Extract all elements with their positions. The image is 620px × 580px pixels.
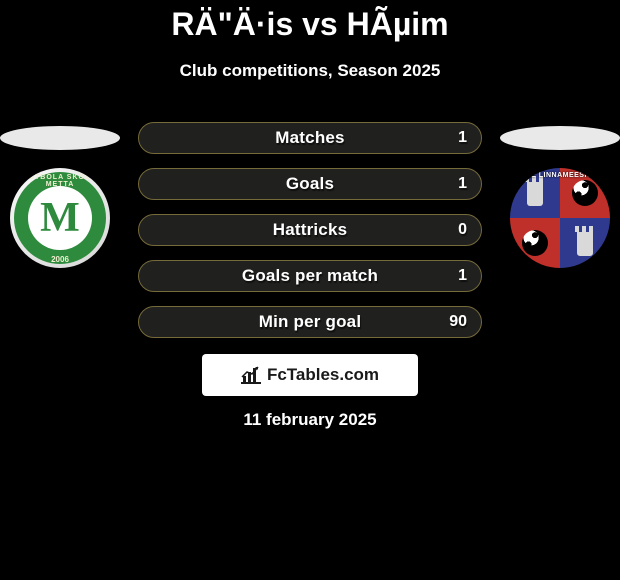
stat-value-left (139, 215, 167, 245)
team-left-block: FUTBOLA SKOLA METTA M 2006 (0, 126, 120, 268)
tower-icon (575, 230, 595, 256)
stat-label: Matches (275, 128, 344, 148)
ellipse-left (0, 126, 120, 150)
stat-label: Goals per match (242, 266, 378, 286)
date-text: 11 february 2025 (0, 410, 620, 430)
stat-value-right: 0 (444, 215, 481, 245)
stat-row: Goals per match 1 (138, 260, 482, 292)
crest-right-q3 (510, 218, 560, 268)
subtitle: Club competitions, Season 2025 (0, 61, 620, 81)
brand-box[interactable]: FcTables.com (202, 354, 418, 396)
brand-text: FcTables.com (267, 365, 379, 385)
team-right-crest: PAIDE LINNAMEESKOND (510, 168, 610, 268)
stat-row: Matches 1 (138, 122, 482, 154)
crest-left-year: 2006 (10, 255, 110, 264)
stat-row: Hattricks 0 (138, 214, 482, 246)
crest-left-inner: M (28, 186, 92, 250)
bar-chart-icon (241, 366, 261, 384)
stat-value-right: 1 (444, 261, 481, 291)
stat-row: Goals 1 (138, 168, 482, 200)
stat-value-left (139, 307, 167, 337)
crest-right-q4 (560, 218, 610, 268)
team-right-block: PAIDE LINNAMEESKOND (500, 126, 620, 268)
ellipse-right (500, 126, 620, 150)
stat-label: Min per goal (259, 312, 362, 332)
tower-icon (525, 180, 545, 206)
crest-left-letter: M (40, 194, 80, 242)
stats-table: Matches 1 Goals 1 Hattricks 0 Goals per match 1… (138, 122, 482, 338)
ball-icon (572, 180, 598, 206)
stat-value-right: 1 (444, 123, 481, 153)
stat-value-left (139, 169, 167, 199)
page-title: RÄ"Ä·is vs HÃµim (0, 0, 620, 43)
team-left-crest: FUTBOLA SKOLA METTA M 2006 (10, 168, 110, 268)
stat-label: Hattricks (273, 220, 348, 240)
stat-value-right: 1 (444, 169, 481, 199)
stat-value-left (139, 261, 167, 291)
crest-right-text: PAIDE LINNAMEESKOND (510, 172, 610, 179)
stat-value-left (139, 123, 167, 153)
stat-value-right: 90 (435, 307, 481, 337)
stat-row: Min per goal 90 (138, 306, 482, 338)
stat-label: Goals (286, 174, 334, 194)
ball-icon (522, 230, 548, 256)
